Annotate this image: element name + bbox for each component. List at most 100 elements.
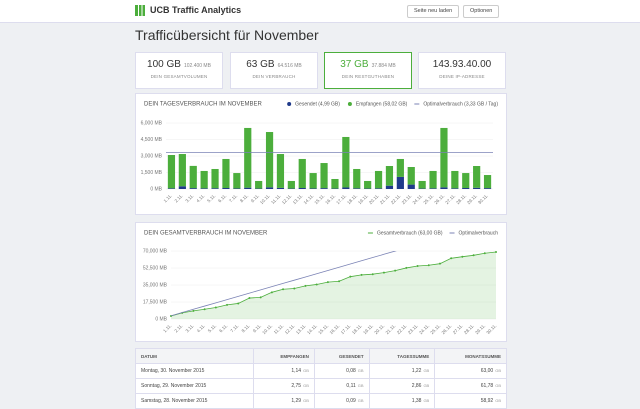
bar — [484, 175, 491, 188]
x-tick-label: 25.11. — [422, 193, 434, 205]
bar — [331, 179, 338, 189]
point — [237, 302, 239, 304]
y-tick-label: 52,500 MB — [143, 265, 168, 271]
point — [192, 310, 194, 312]
bar — [451, 171, 458, 188]
x-tick-label: 24.11. — [418, 323, 430, 335]
x-tick-label: 27.11. — [452, 323, 464, 335]
cell-value: 58,92 — [481, 398, 494, 404]
y-tick-label: 3,000 MB — [141, 153, 163, 159]
card-sub: 37.884 MB — [372, 63, 396, 69]
x-tick-label: 2.11. — [174, 193, 184, 203]
bar — [429, 171, 436, 188]
cell-value: Sonntag, 29. November 2015 — [141, 383, 206, 389]
bar — [255, 181, 262, 189]
cell-value: 61,78 — [481, 383, 494, 389]
unit: GB — [358, 368, 364, 373]
point — [316, 283, 318, 285]
brand: UCB Traffic Analytics — [150, 5, 241, 15]
point — [338, 280, 340, 282]
unit: GB — [303, 368, 309, 373]
x-tick-label: 29.11. — [466, 193, 478, 205]
card-sub: 64.516 MB — [278, 63, 302, 69]
bar — [473, 188, 480, 189]
x-tick-label: 1.11. — [162, 323, 172, 333]
reload-button[interactable]: Seite neu laden — [407, 5, 459, 18]
x-tick-label: 21.11. — [379, 193, 391, 205]
bar — [288, 181, 295, 189]
point — [349, 276, 351, 278]
point — [293, 288, 295, 290]
y-tick-label: 70,000 MB — [143, 248, 168, 254]
bar — [462, 188, 469, 189]
column-header: EMPFANGEN — [254, 349, 314, 364]
point — [394, 270, 396, 272]
cell-value: 0,08 — [346, 368, 356, 374]
point — [215, 307, 217, 309]
bar — [386, 186, 393, 189]
bar — [244, 188, 251, 189]
bar — [233, 188, 240, 189]
x-tick-label: 16.11. — [324, 193, 336, 205]
x-tick-label: 11.11. — [270, 193, 282, 205]
bar — [353, 169, 360, 188]
card-value: 143.93.40.00 — [433, 59, 491, 70]
y-tick-label: 35,000 MB — [143, 282, 168, 288]
bar — [179, 186, 186, 189]
options-button[interactable]: Optionen — [463, 5, 499, 18]
x-tick-label: 27.11. — [444, 193, 456, 205]
bar — [277, 154, 284, 188]
card-value: 63 GB — [246, 59, 274, 70]
unit: GB — [495, 368, 501, 373]
legend-label: Gesendet (4,99 GB) — [295, 101, 340, 107]
card-label: DEINE IP-ADRESSE — [419, 74, 505, 79]
x-tick-label: 8.11. — [241, 323, 251, 333]
x-tick-label: 17.11. — [340, 323, 352, 335]
bar — [320, 163, 327, 188]
x-tick-label: 5.11. — [206, 193, 216, 203]
x-tick-label: 2.11. — [173, 323, 183, 333]
bar — [408, 185, 415, 189]
legend-marker — [348, 102, 352, 106]
legend-label: Gesamtverbrauch (63,00 GB) — [377, 230, 443, 236]
unit: GB — [358, 383, 364, 388]
bar — [310, 188, 317, 189]
bar — [375, 188, 382, 189]
x-tick-label: 10.11. — [261, 323, 273, 335]
bar — [342, 137, 349, 187]
x-tick-label: 14.11. — [303, 193, 315, 205]
bar — [310, 173, 317, 188]
unit: GB — [423, 368, 429, 373]
cell-value: 63,00 — [481, 368, 494, 374]
bar — [408, 167, 415, 185]
x-tick-label: 26.11. — [441, 323, 453, 335]
page-title: Trafficübersicht für November — [135, 27, 319, 43]
x-tick-label: 19.11. — [357, 193, 369, 205]
point — [484, 252, 486, 254]
x-tick-label: 5.11. — [207, 323, 217, 333]
bar — [397, 177, 404, 189]
point — [439, 263, 441, 265]
bar — [473, 166, 480, 188]
card-value: 37 GB — [340, 59, 368, 70]
x-tick-label: 7.11. — [228, 193, 238, 203]
point — [473, 254, 475, 256]
column-header: MONATSSUMME — [435, 349, 507, 364]
unit: GB — [423, 383, 429, 388]
bar — [233, 173, 240, 188]
x-tick-label: 20.11. — [373, 323, 385, 335]
x-tick-label: 4.11. — [196, 323, 206, 333]
bar — [222, 188, 229, 189]
point — [271, 291, 273, 293]
x-tick-label: 10.11. — [259, 193, 271, 205]
bar — [320, 188, 327, 189]
x-tick-label: 21.11. — [385, 323, 397, 335]
